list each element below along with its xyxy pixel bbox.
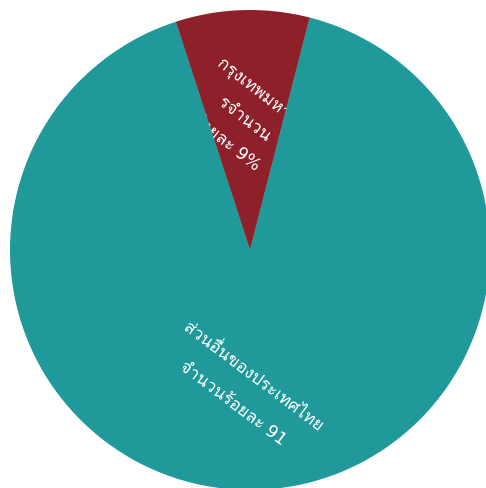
pie-slice-1 bbox=[10, 17, 486, 488]
pie-slice-0 bbox=[175, 10, 310, 250]
